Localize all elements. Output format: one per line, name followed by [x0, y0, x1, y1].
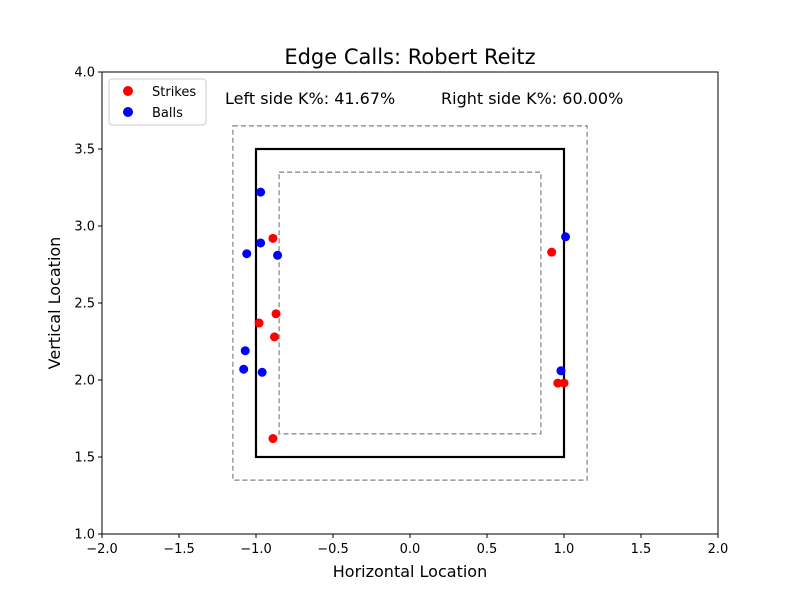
x-tick-label-5: 0.5: [477, 542, 498, 557]
balls-point-8: [556, 366, 566, 376]
y-tick-label-5: 3.5: [74, 143, 95, 158]
legend: Strikes Balls: [108, 78, 207, 126]
balls-point-2: [242, 249, 252, 259]
legend-label-strikes: Strikes: [152, 85, 196, 100]
legend-marker-balls: [123, 107, 133, 117]
y-tick-label-6: 4.0: [74, 66, 95, 81]
x-tick-label-0: −2.0: [86, 542, 118, 557]
x-tick-label-6: 1.0: [554, 542, 575, 557]
right-side-k-annotation: Right side K%: 60.00%: [441, 89, 623, 108]
balls-point-1: [256, 238, 266, 248]
inner-edge-rect: [278, 171, 542, 435]
strikes-point-7: [559, 378, 569, 388]
outer-edge-rect: [232, 125, 588, 481]
y-tick-label-2: 2.0: [74, 374, 95, 389]
y-tick-label-3: 2.5: [74, 297, 95, 312]
strike-zone-rect: [254, 147, 566, 459]
left-side-k-annotation: Left side K%: 41.67%: [225, 89, 395, 108]
strikes-point-2: [271, 309, 281, 319]
x-tick-label-1: −1.5: [163, 542, 195, 557]
chart-title: Edge Calls: Robert Reitz: [284, 45, 535, 69]
x-axis-ticks: −2.0 −1.5 −1.0 −0.5 0.0 0.5 1.0 1.5 2.0: [86, 534, 728, 557]
balls-point-5: [239, 364, 249, 374]
balls-point-6: [257, 367, 267, 377]
strikes-point-3: [269, 332, 279, 342]
strikes-point-1: [254, 318, 264, 328]
balls-point-7: [561, 232, 571, 242]
y-tick-label-1: 1.5: [74, 451, 95, 466]
strikes-point-6: [553, 378, 563, 388]
balls-point-0: [256, 187, 266, 197]
zone-rectangles: [232, 125, 588, 481]
balls-point-3: [273, 250, 283, 260]
x-tick-label-3: −0.5: [317, 542, 349, 557]
strikes-point-4: [268, 434, 278, 444]
legend-label-balls: Balls: [152, 106, 183, 121]
x-tick-label-2: −1.0: [240, 542, 272, 557]
pitch-points: [239, 187, 571, 444]
x-tick-label-7: 1.5: [631, 542, 652, 557]
y-axis-label: Vertical Location: [45, 237, 64, 370]
y-axis-ticks: 1.0 1.5 2.0 2.5 3.0 3.5 4.0: [74, 66, 102, 543]
y-tick-label-4: 3.0: [74, 220, 95, 235]
x-axis-label: Horizontal Location: [333, 562, 487, 581]
strikes-point-0: [268, 233, 278, 243]
balls-point-4: [240, 346, 250, 356]
x-tick-label-8: 2.0: [708, 542, 729, 557]
y-tick-label-0: 1.0: [74, 528, 95, 543]
x-tick-label-4: 0.0: [400, 542, 421, 557]
legend-box: [108, 78, 207, 126]
legend-marker-strikes: [123, 86, 133, 96]
strikes-point-5: [547, 247, 557, 257]
